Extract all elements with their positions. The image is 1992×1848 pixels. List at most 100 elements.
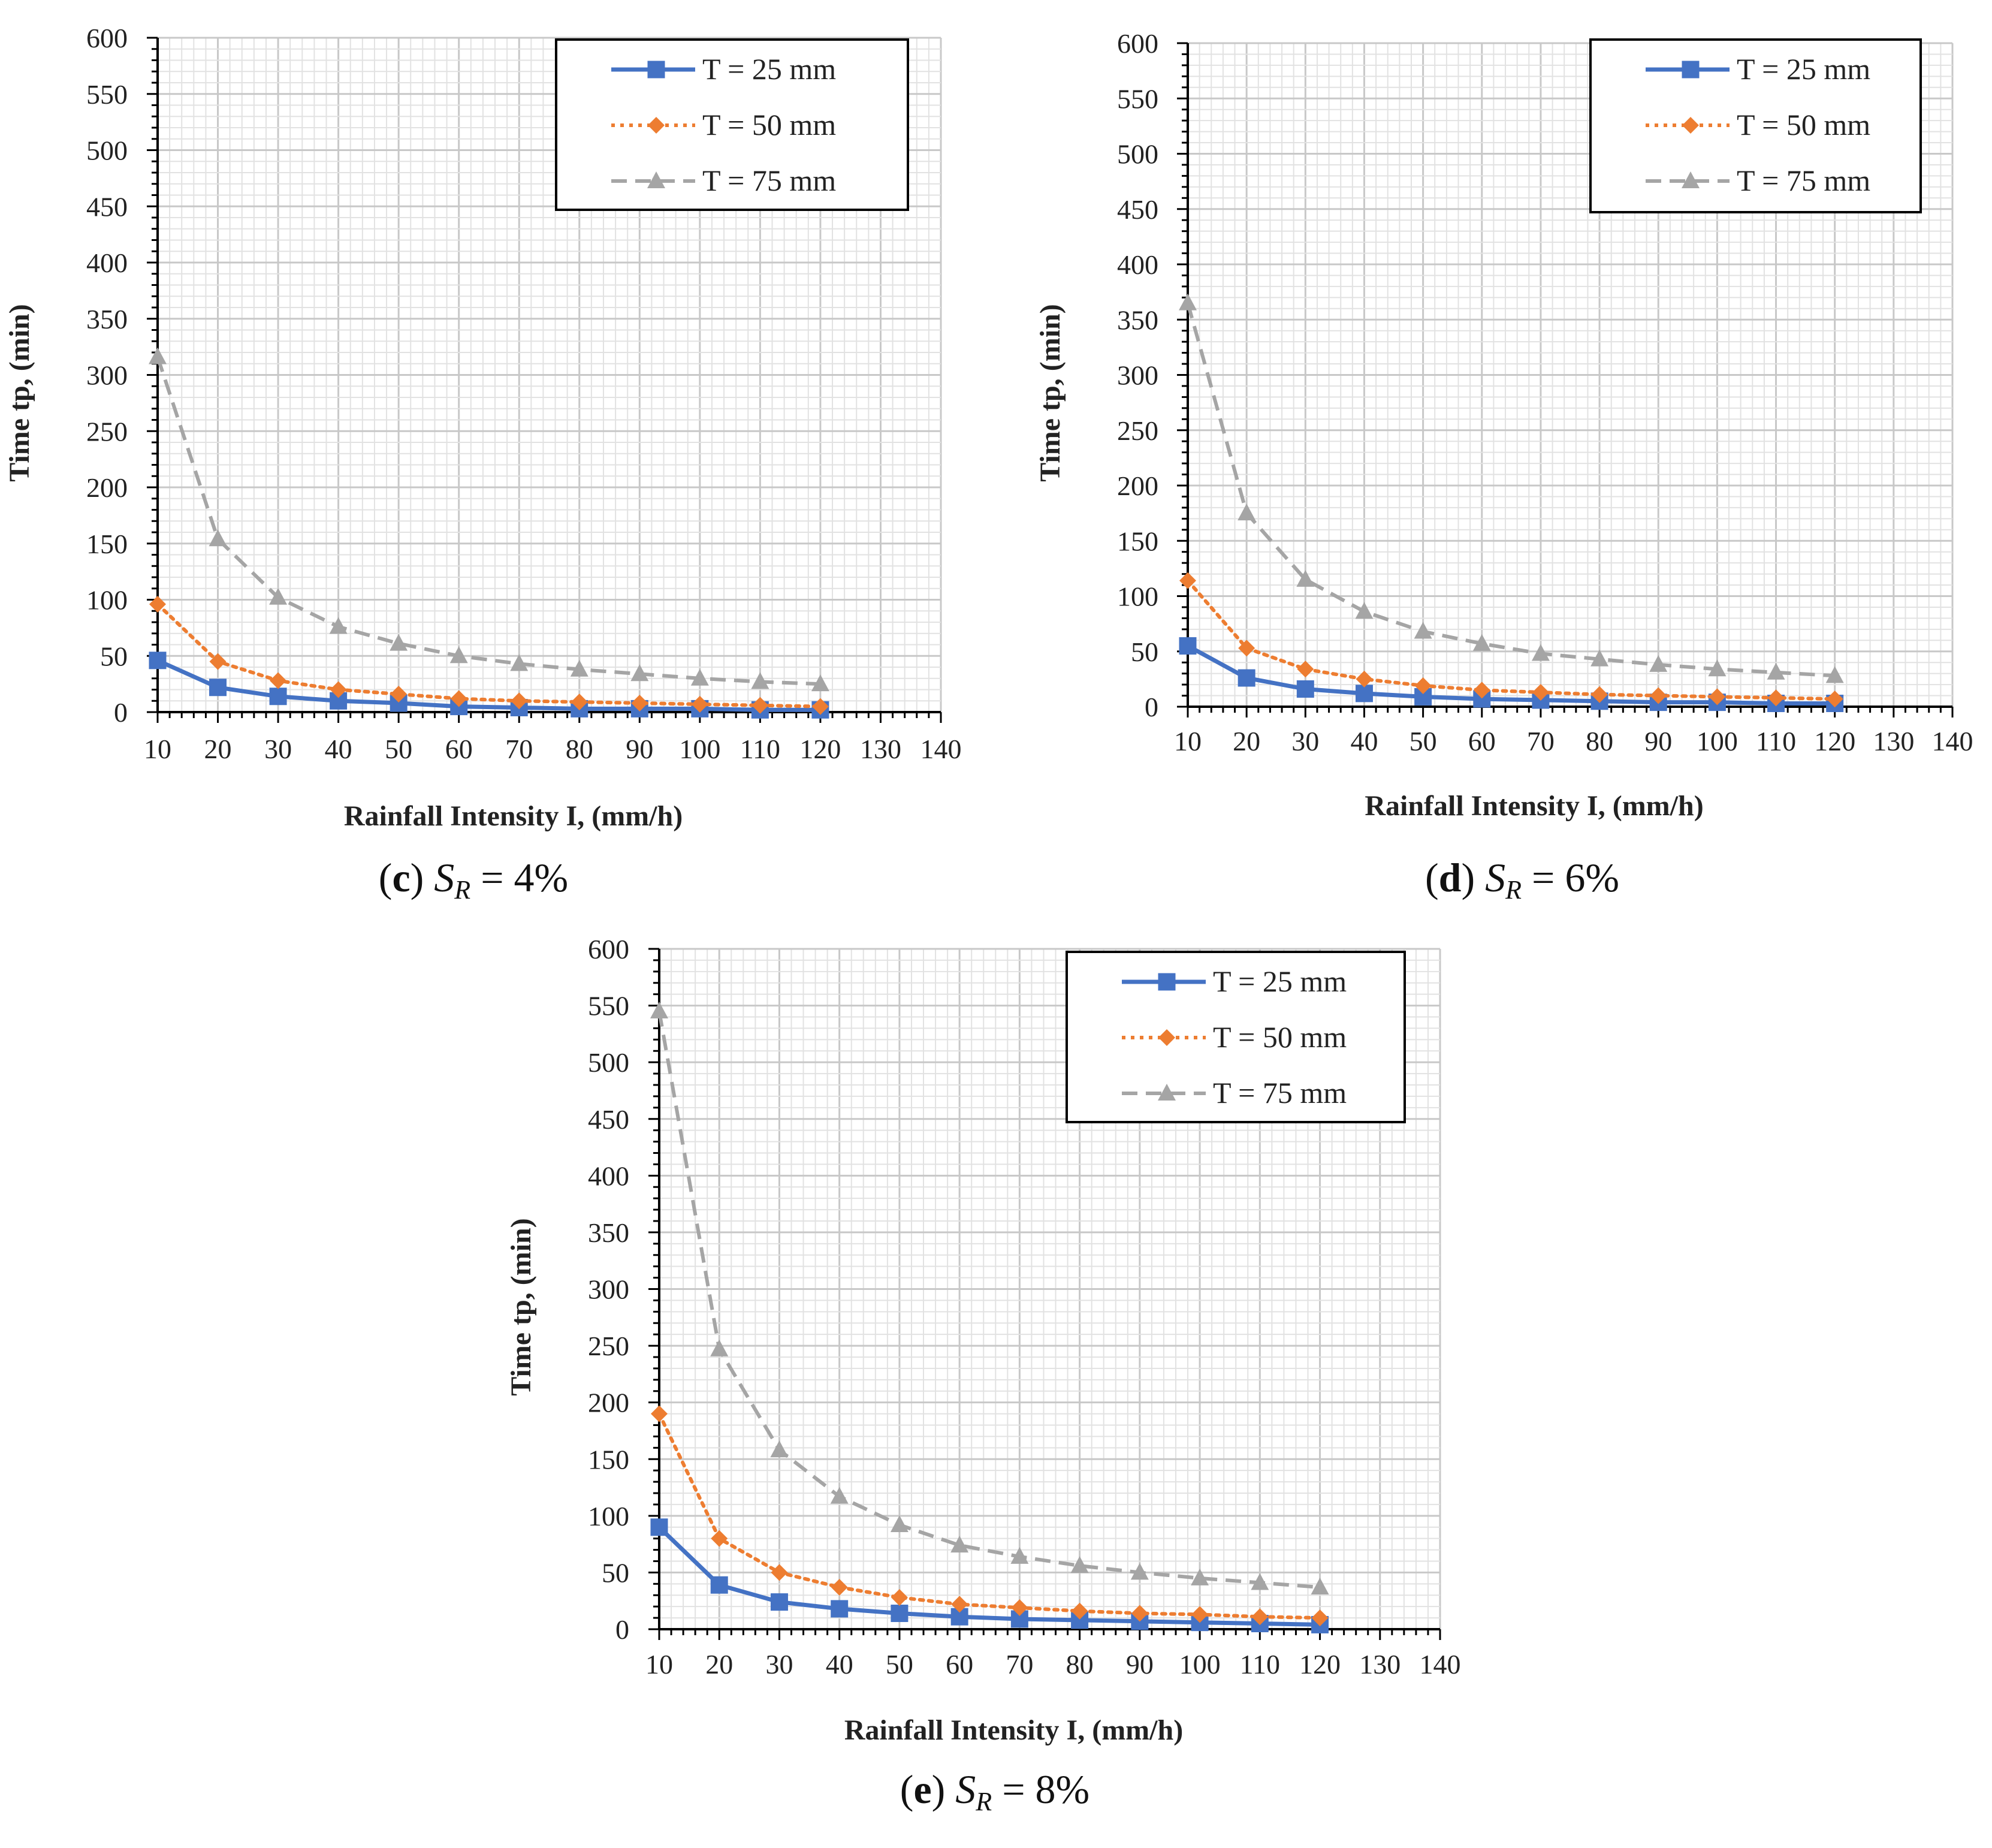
y-tick-label: 600: [1117, 28, 1158, 59]
data-point-diamond: [1532, 684, 1549, 701]
data-point-triangle: [1179, 293, 1197, 310]
data-point-triangle: [1767, 662, 1785, 680]
data-point-diamond: [390, 686, 408, 703]
x-tick-label: 50: [1410, 726, 1437, 756]
x-tick-label: 20: [1233, 726, 1260, 756]
x-tick-label: 110: [1240, 1649, 1280, 1680]
x-tick-label: 80: [566, 734, 593, 764]
y-tick-label: 0: [1145, 692, 1158, 722]
data-point-diamond: [811, 698, 829, 715]
panel-caption: (e) SR = 8%: [900, 1766, 1089, 1816]
data-point-triangle: [1355, 602, 1374, 619]
y-tick-label: 300: [86, 360, 128, 391]
y-axis-title: Time tp, (min): [1034, 304, 1066, 481]
data-point-triangle: [890, 1515, 909, 1532]
data-point-diamond: [1251, 1608, 1269, 1626]
data-point-diamond: [330, 681, 347, 698]
chart-panel-d: 10 20 30 40 50 60 70 80 90 100 110 120 130 140 0 50 100 1…: [1034, 28, 1973, 905]
x-tick-label: 110: [740, 734, 780, 764]
x-tick-label: 30: [264, 734, 292, 764]
data-point-diamond: [891, 1589, 908, 1606]
x-axis-title: Rainfall Intensity I, (mm/h): [844, 1714, 1183, 1746]
data-point-diamond: [1709, 688, 1726, 706]
legend: T = 25 mm T = 50 mm T = 75 mm: [1589, 38, 1922, 213]
data-point-diamond: [1297, 661, 1314, 678]
y-tick-label: 100: [86, 585, 128, 616]
series-line-2: [156, 602, 822, 709]
data-point-square: [269, 688, 287, 706]
panel-caption: (c) SR = 4%: [379, 855, 568, 905]
y-tick-label: 200: [86, 472, 128, 503]
x-axis-title: Rainfall Intensity I, (mm/h): [1365, 790, 1703, 822]
data-point-triangle: [1825, 666, 1844, 683]
x-tick-label: 120: [1814, 726, 1855, 756]
data-point-triangle: [1010, 1546, 1029, 1564]
legend: T = 25 mm T = 50 mm T = 75 mm: [555, 38, 909, 211]
data-point-triangle: [1414, 622, 1432, 639]
data-point-triangle: [209, 529, 227, 547]
data-point-square: [831, 1600, 849, 1618]
data-point-diamond: [1011, 1599, 1028, 1617]
y-tick-label: 150: [86, 529, 128, 559]
data-point-diamond: [1238, 640, 1255, 657]
data-point-triangle: [770, 1440, 789, 1458]
data-point-square: [149, 652, 167, 670]
data-point-triangle: [449, 646, 468, 664]
series-line-2: [657, 1412, 1322, 1620]
y-tick-label: 50: [602, 1557, 629, 1588]
x-tick-label: 140: [920, 734, 962, 764]
data-point-diamond: [149, 596, 166, 613]
series-line-1: [657, 1526, 1320, 1627]
x-tick-label: 10: [645, 1649, 673, 1680]
data-point-diamond: [1591, 686, 1608, 703]
legend-label: T = 25 mm: [1737, 52, 1870, 86]
y-tick-label: 400: [588, 1160, 629, 1191]
x-tick-label: 20: [204, 734, 232, 764]
legend-marker-triangle: [1682, 171, 1700, 188]
y-tick-label: 550: [1117, 83, 1158, 114]
data-point-square: [650, 1518, 668, 1536]
x-tick-label: 90: [1644, 726, 1672, 756]
y-tick-label: 400: [86, 248, 128, 278]
x-tick-label: 100: [679, 734, 720, 764]
x-tick-label: 140: [1932, 726, 1973, 756]
data-point-diamond: [751, 697, 769, 714]
data-point-diamond: [691, 695, 708, 713]
data-point-square: [770, 1593, 788, 1611]
data-point-diamond: [1473, 682, 1490, 699]
x-tick-label: 70: [1006, 1649, 1033, 1680]
data-point-diamond: [1650, 687, 1667, 704]
x-tick-label: 20: [705, 1649, 733, 1680]
x-tick-label: 130: [860, 734, 901, 764]
legend-marker-triangle: [647, 171, 665, 188]
legend-marker-square: [1158, 973, 1176, 991]
y-tick-label: 450: [1117, 194, 1158, 225]
data-point-triangle: [830, 1487, 849, 1504]
y-tick-label: 500: [588, 1047, 629, 1078]
data-point-triangle: [510, 654, 529, 671]
x-tick-label: 50: [385, 734, 412, 764]
y-tick-label: 300: [1117, 360, 1158, 391]
legend-marker-diamond: [1682, 117, 1699, 134]
y-tick-label: 550: [588, 991, 629, 1021]
legend-label: T = 75 mm: [702, 164, 836, 197]
y-tick-label: 250: [86, 416, 128, 447]
data-point-square: [1179, 637, 1197, 655]
chart-panel-c: 10 20 30 40 50 60 70 80 90 100 110 120 130 140 0 50 100 1…: [4, 23, 962, 905]
y-tick-label: 200: [1117, 471, 1158, 501]
x-tick-label: 10: [144, 734, 171, 764]
data-point-triangle: [329, 617, 348, 634]
data-point-diamond: [951, 1596, 968, 1613]
x-tick-label: 50: [886, 1649, 913, 1680]
x-tick-label: 60: [445, 734, 473, 764]
data-point-triangle: [1472, 634, 1491, 651]
data-point-square: [209, 679, 227, 697]
data-point-triangle: [751, 672, 769, 689]
legend-label: T = 25 mm: [702, 52, 836, 86]
y-tick-label: 200: [588, 1388, 629, 1418]
data-point-square: [1296, 680, 1314, 698]
data-point-triangle: [269, 587, 288, 605]
x-tick-label: 70: [505, 734, 533, 764]
x-tick-label: 80: [1066, 1649, 1094, 1680]
